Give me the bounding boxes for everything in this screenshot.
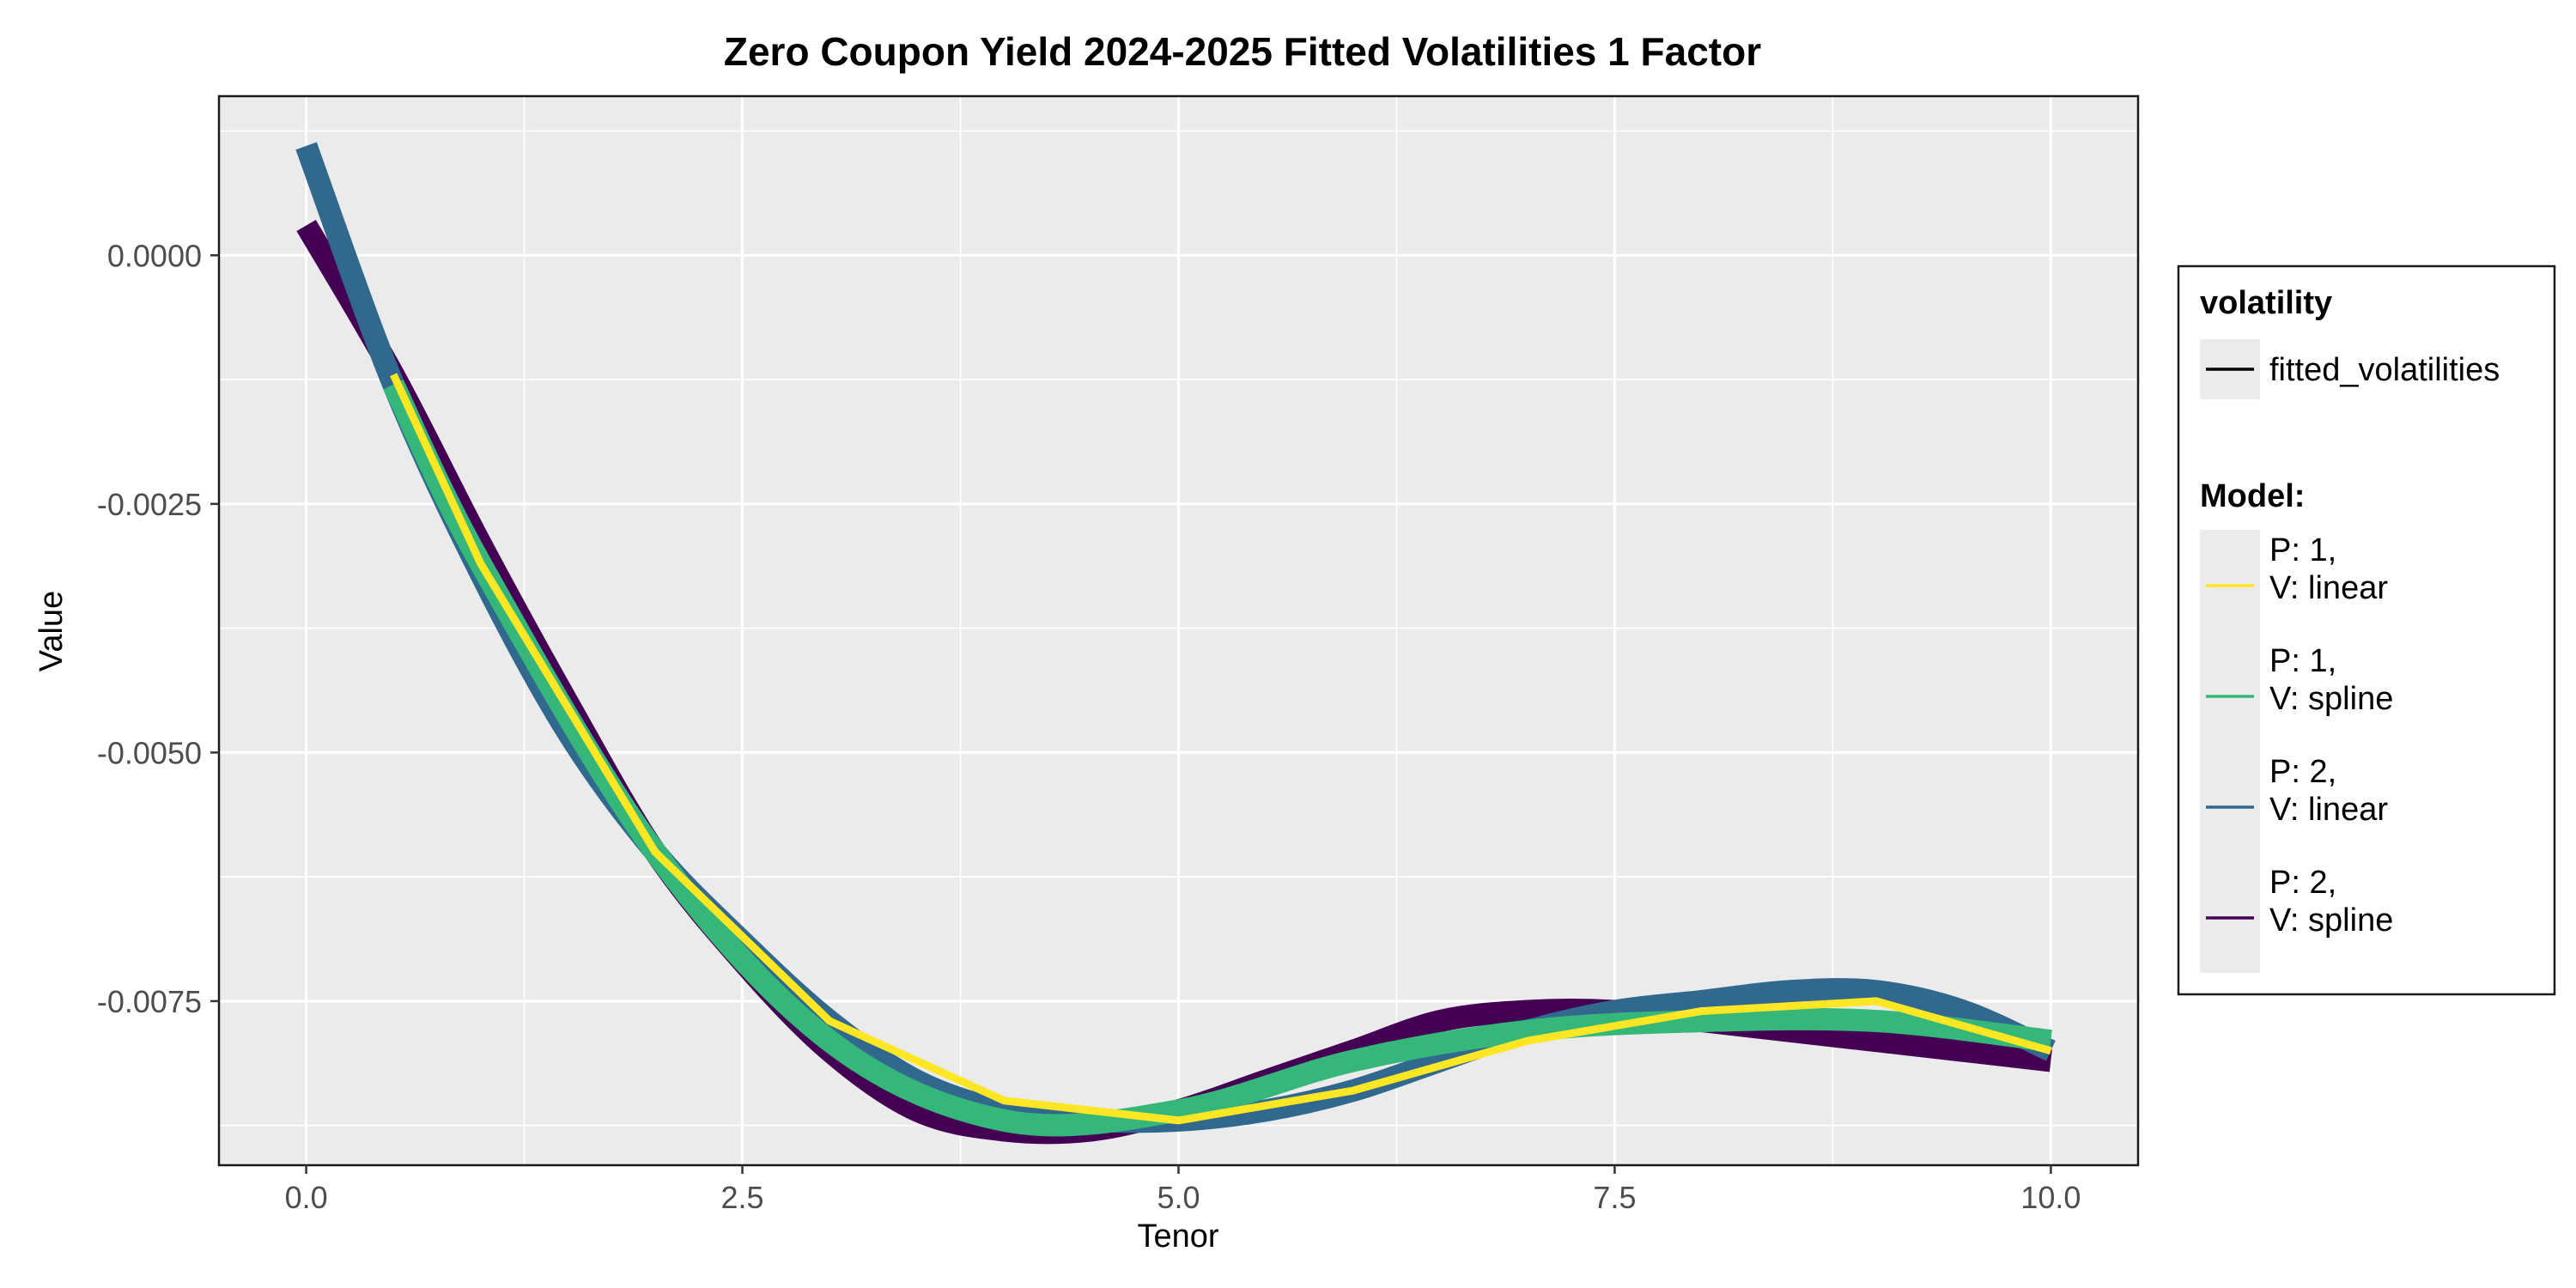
y-tick-label: -0.0050 [97, 735, 202, 770]
x-axis-label: Tenor [1137, 1218, 1218, 1255]
y-tick-label: -0.0025 [97, 487, 202, 522]
legend-title-volatility: volatility [2200, 285, 2332, 321]
y-tick-label: -0.0075 [97, 984, 202, 1019]
legend-label-line2: V: linear [2269, 792, 2388, 828]
legend-volatility-entries: fitted_volatilities [2200, 339, 2500, 399]
x-tick-label: 2.5 [721, 1180, 764, 1215]
legend-label-line1: P: 2, [2269, 865, 2336, 901]
legend-label-line2: V: spline [2269, 681, 2393, 717]
legend-label-line1: P: 1, [2269, 643, 2336, 679]
y-tick-label: 0.0000 [107, 238, 202, 273]
x-tick-label: 5.0 [1157, 1180, 1200, 1215]
legend-label-line1: P: 1, [2269, 532, 2336, 568]
legend-key-bg [2200, 530, 2260, 973]
x-tick-label: 10.0 [2020, 1180, 2081, 1215]
y-axis-label: Value [33, 591, 70, 671]
legend-title-model: Model: [2200, 478, 2305, 514]
legend-label-line1: P: 2, [2269, 754, 2336, 790]
legend: volatility fitted_volatilities Model: P:… [2177, 264, 2556, 996]
x-tick-label: 0.0 [285, 1180, 328, 1215]
legend-label-line2: V: spline [2269, 902, 2393, 939]
legend-label: fitted_volatilities [2269, 352, 2500, 388]
series-line-4 [390, 373, 2052, 1125]
y-axis-ticks: 0.0000 -0.0025 -0.0050 -0.0075 [97, 238, 219, 1019]
series-layer [295, 142, 2056, 1145]
legend-label-line2: V: linear [2269, 570, 2388, 606]
x-axis-ticks: 0.0 2.5 5.0 7.5 10.0 [285, 1165, 2081, 1215]
x-tick-label: 7.5 [1593, 1180, 1636, 1215]
grid-major [219, 96, 2138, 1165]
chart-title: Zero Coupon Yield 2024-2025 Fitted Volat… [724, 29, 1761, 74]
